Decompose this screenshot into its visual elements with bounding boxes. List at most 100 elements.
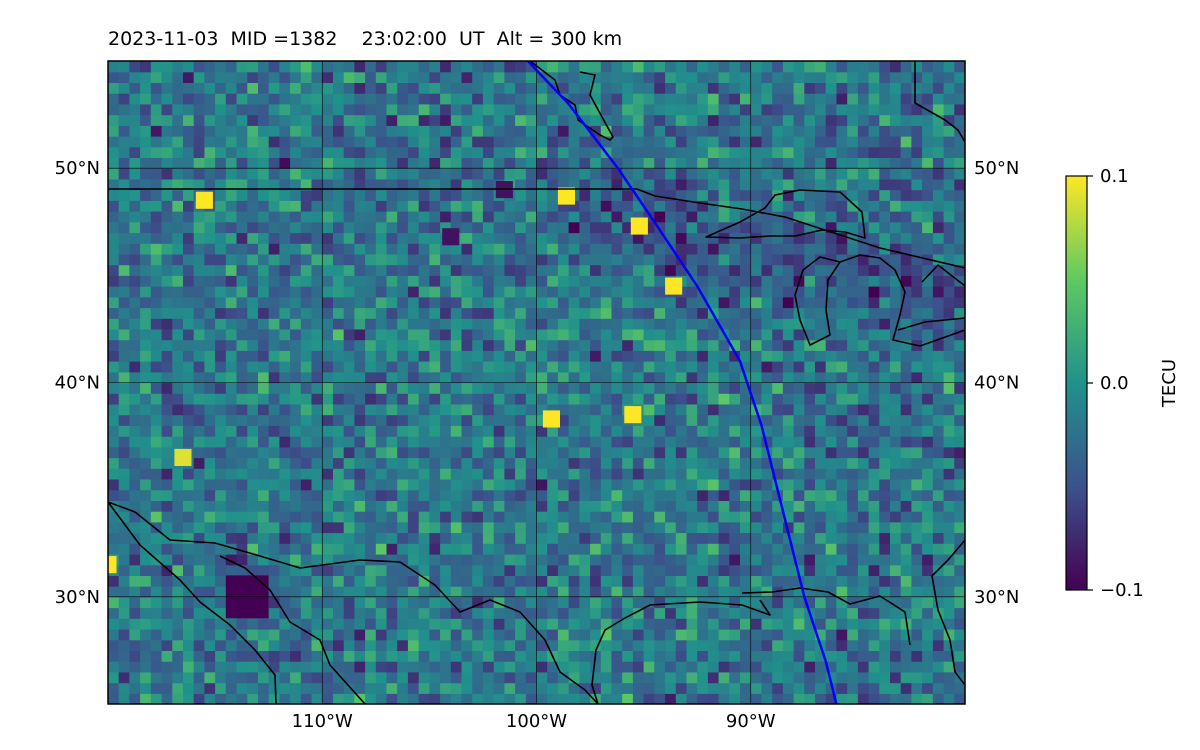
heatmap-cell [836, 371, 848, 384]
heatmap-cell [129, 253, 141, 266]
heatmap-cell [118, 371, 130, 384]
heatmap-cell [536, 371, 548, 384]
heatmap-cell [622, 318, 634, 330]
heatmap-cell [868, 607, 880, 619]
heatmap-cell [782, 671, 795, 684]
heatmap-cell [847, 275, 859, 287]
heatmap-cell [718, 671, 730, 684]
heatmap-cell [568, 125, 580, 137]
heatmap-cell [632, 125, 645, 137]
heatmap-cell [847, 71, 859, 83]
heatmap-cell [215, 296, 227, 309]
heatmap-cell [258, 414, 270, 426]
heatmap-cell [665, 682, 677, 694]
heatmap-cell [750, 61, 763, 73]
heatmap-cell [215, 350, 227, 362]
heatmap-cell [547, 479, 559, 491]
heatmap-cell [193, 114, 205, 126]
heatmap-cell [943, 425, 955, 437]
heatmap-cell [943, 157, 955, 169]
heatmap-cell [868, 93, 880, 105]
heatmap-cell [472, 521, 484, 534]
heatmap-cell [343, 403, 355, 416]
heatmap-cell [493, 264, 505, 276]
heatmap-cell [665, 382, 677, 394]
heatmap-cell [632, 629, 645, 641]
heatmap-cell [504, 414, 516, 426]
heatmap-cell [183, 361, 195, 373]
heatmap-cell [632, 479, 645, 491]
heatmap-cell [118, 82, 130, 94]
heatmap-cell [386, 211, 398, 223]
heatmap-cell [868, 168, 880, 180]
heatmap-cell [183, 650, 195, 662]
heatmap-cell [322, 414, 334, 426]
heatmap-cell [450, 629, 463, 641]
heatmap-cell [697, 586, 709, 598]
heatmap-cell [375, 350, 388, 362]
heatmap-cell [215, 168, 227, 180]
heatmap-cell [654, 457, 666, 469]
heatmap-cell [140, 511, 152, 523]
heatmap-cell [440, 554, 452, 566]
heatmap-cell [386, 403, 398, 416]
heatmap-cell [890, 618, 902, 630]
heatmap-cell [718, 586, 730, 598]
heatmap-cell [300, 157, 313, 169]
heatmap-cell [429, 543, 441, 555]
heatmap-cell [450, 457, 463, 469]
heatmap-cell [686, 436, 698, 448]
heatmap-cell [922, 328, 934, 341]
heatmap-cell [108, 650, 120, 662]
heatmap-cell [611, 307, 623, 319]
heatmap-cell [429, 211, 441, 223]
heatmap-cell [793, 596, 805, 609]
heatmap-cell [140, 403, 152, 416]
heatmap-cell [557, 532, 570, 544]
heatmap-cell [707, 318, 720, 330]
heatmap-cell [890, 479, 902, 491]
heatmap-cell [258, 436, 270, 448]
heatmap-cell [879, 425, 891, 437]
heatmap-cell [879, 178, 891, 191]
heatmap-cell [590, 146, 602, 158]
heatmap-cell [450, 521, 463, 534]
heatmap-cell [804, 532, 816, 544]
heatmap-cell [204, 629, 216, 641]
heatmap-cell [750, 425, 763, 437]
heatmap-cell [632, 650, 645, 662]
heatmap-cell [215, 489, 227, 501]
heatmap-cell [815, 189, 827, 201]
heatmap-cell [375, 521, 388, 534]
heatmap-cell [397, 82, 409, 94]
heatmap-cell [108, 296, 120, 309]
heatmap-cell [300, 489, 313, 501]
heatmap-cell [900, 586, 912, 598]
heatmap-cell [900, 446, 912, 459]
heatmap-cell [879, 554, 891, 566]
heatmap-cell [900, 136, 912, 148]
heatmap-cell [750, 479, 763, 491]
heatmap-cell [750, 500, 763, 512]
heatmap-cell [707, 200, 720, 212]
heatmap-cell [525, 393, 538, 405]
heatmap-cell [804, 393, 816, 405]
heatmap-cell [300, 318, 313, 330]
heatmap-cell [750, 296, 763, 309]
heatmap-cell [632, 71, 645, 83]
heatmap-cell [879, 200, 891, 212]
heatmap-cell [718, 318, 730, 330]
heatmap-cell [868, 114, 880, 126]
heatmap-cell [215, 586, 227, 598]
heatmap-cell [718, 607, 730, 619]
heatmap-cell [707, 61, 720, 73]
heatmap-cell [150, 307, 163, 319]
heatmap-cell [172, 639, 184, 651]
heatmap-cell [386, 114, 398, 126]
heatmap-cell [161, 157, 173, 169]
heatmap-cell [129, 436, 141, 448]
heatmap-cell [354, 114, 366, 126]
heatmap-cell [879, 71, 891, 83]
heatmap-cell [761, 543, 773, 555]
extreme-patch [195, 191, 213, 209]
